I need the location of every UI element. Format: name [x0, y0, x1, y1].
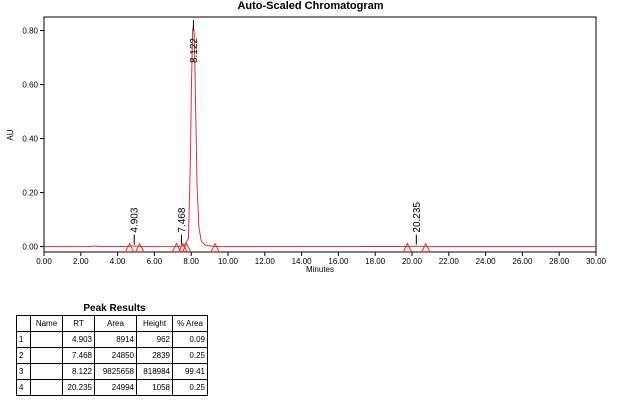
y-tick-label: 0.00 [22, 243, 38, 252]
row-index: 3 [16, 363, 31, 380]
peak-results-title: Peak Results [83, 303, 146, 314]
peak-labels: 4.903 7.468 8.122 20.235 [130, 20, 423, 245]
x-tick-label: 8.00 [183, 257, 199, 266]
x-tick-label: 12.00 [255, 257, 276, 266]
integration-marker [402, 242, 413, 253]
peak-label: 8.122 [189, 38, 200, 63]
peak-area: 8914 [94, 331, 137, 348]
column-header-area: Area [94, 315, 137, 332]
integration-marker [171, 242, 182, 253]
x-tick-label: 2.00 [73, 257, 89, 266]
x-tick-label: 16.00 [328, 257, 349, 266]
integration-marker [210, 242, 220, 253]
table-header-row: Name RT Area Height % Area [16, 315, 208, 332]
x-tick-label: 4.00 [110, 257, 126, 266]
x-tick-label: 6.00 [147, 257, 163, 266]
integration-marker [181, 242, 192, 253]
y-axis-label: AU [6, 129, 15, 140]
column-header-height: Height [136, 315, 173, 332]
peak-rt: 8.122 [62, 363, 95, 380]
peak-label: 20.235 [412, 202, 423, 233]
row-index: 4 [16, 379, 31, 396]
plot-frame [43, 16, 597, 253]
table-row: 4 20.235 24994 1058 0.25 [16, 379, 208, 396]
integration-marker [134, 242, 145, 253]
peak-height: 2839 [136, 347, 173, 364]
y-tick-label: 0.20 [22, 189, 38, 198]
peak-results-table: Name RT Area Height % Area 1 4.903 8914 … [16, 315, 208, 396]
peak-pct-area: 99.41 [172, 363, 208, 380]
peak-label: 7.468 [177, 207, 188, 232]
peak-height: 962 [136, 331, 173, 348]
row-index: 1 [16, 331, 31, 348]
x-axis: 0.00 2.00 4.00 6.00 8.00 10.00 12.00 14.00 16.00… [36, 252, 607, 266]
peak-pct-area: 0.09 [172, 331, 208, 348]
x-tick-label: 24.00 [476, 257, 497, 266]
x-tick-label: 28.00 [549, 257, 570, 266]
x-tick-label: 30.00 [586, 257, 607, 266]
chromatogram-plot: 0.00 2.00 4.00 6.00 8.00 10.00 12.00 14.00 16.00… [6, 16, 607, 274]
peak-rt: 4.903 [62, 331, 95, 348]
table-row: 1 4.903 8914 962 0.09 [16, 331, 208, 348]
peak-rt: 20.235 [62, 379, 95, 396]
column-header-index [16, 315, 31, 332]
table-row: 3 8.122 9825658 818984 99.41 [16, 363, 208, 380]
peak-height: 1058 [136, 379, 173, 396]
x-tick-label: 22.00 [439, 257, 460, 266]
integration-marker [420, 242, 431, 253]
x-tick-label: 20.00 [402, 257, 423, 266]
x-tick-label: 0.00 [36, 257, 52, 266]
integration-marker [124, 242, 135, 253]
peak-area: 24850 [94, 347, 137, 364]
peak-pct-area: 0.25 [172, 379, 208, 396]
peak-name [30, 363, 63, 380]
x-tick-label: 10.00 [218, 257, 239, 266]
peak-label: 4.903 [130, 207, 141, 232]
peak-pct-area: 0.25 [172, 347, 208, 364]
column-header-pct-area: % Area [172, 315, 208, 332]
row-index: 2 [16, 347, 31, 364]
y-tick-label: 0.60 [22, 81, 38, 90]
chromatogram-trace [43, 25, 596, 248]
x-tick-label: 26.00 [512, 257, 533, 266]
table-row: 2 7.468 24850 2839 0.25 [16, 347, 208, 364]
y-axis: 0.00 0.20 0.40 0.60 0.80 [22, 27, 44, 252]
peak-rt: 7.468 [62, 347, 95, 364]
peak-name [30, 331, 63, 348]
peak-name [30, 379, 63, 396]
x-tick-label: 18.00 [365, 257, 386, 266]
integration-markers [124, 242, 431, 253]
column-header-rt: RT [62, 315, 95, 332]
peak-area: 24994 [94, 379, 137, 396]
chart-title: Auto-Scaled Chromatogram [237, 0, 384, 12]
y-tick-label: 0.40 [22, 135, 38, 144]
peak-height: 818984 [136, 363, 173, 380]
x-axis-label: Minutes [306, 265, 334, 274]
peak-name [30, 347, 63, 364]
peak-area: 9825658 [94, 363, 137, 380]
x-tick-label: 14.00 [292, 257, 313, 266]
y-tick-label: 0.80 [22, 27, 38, 36]
column-header-name: Name [30, 315, 63, 332]
